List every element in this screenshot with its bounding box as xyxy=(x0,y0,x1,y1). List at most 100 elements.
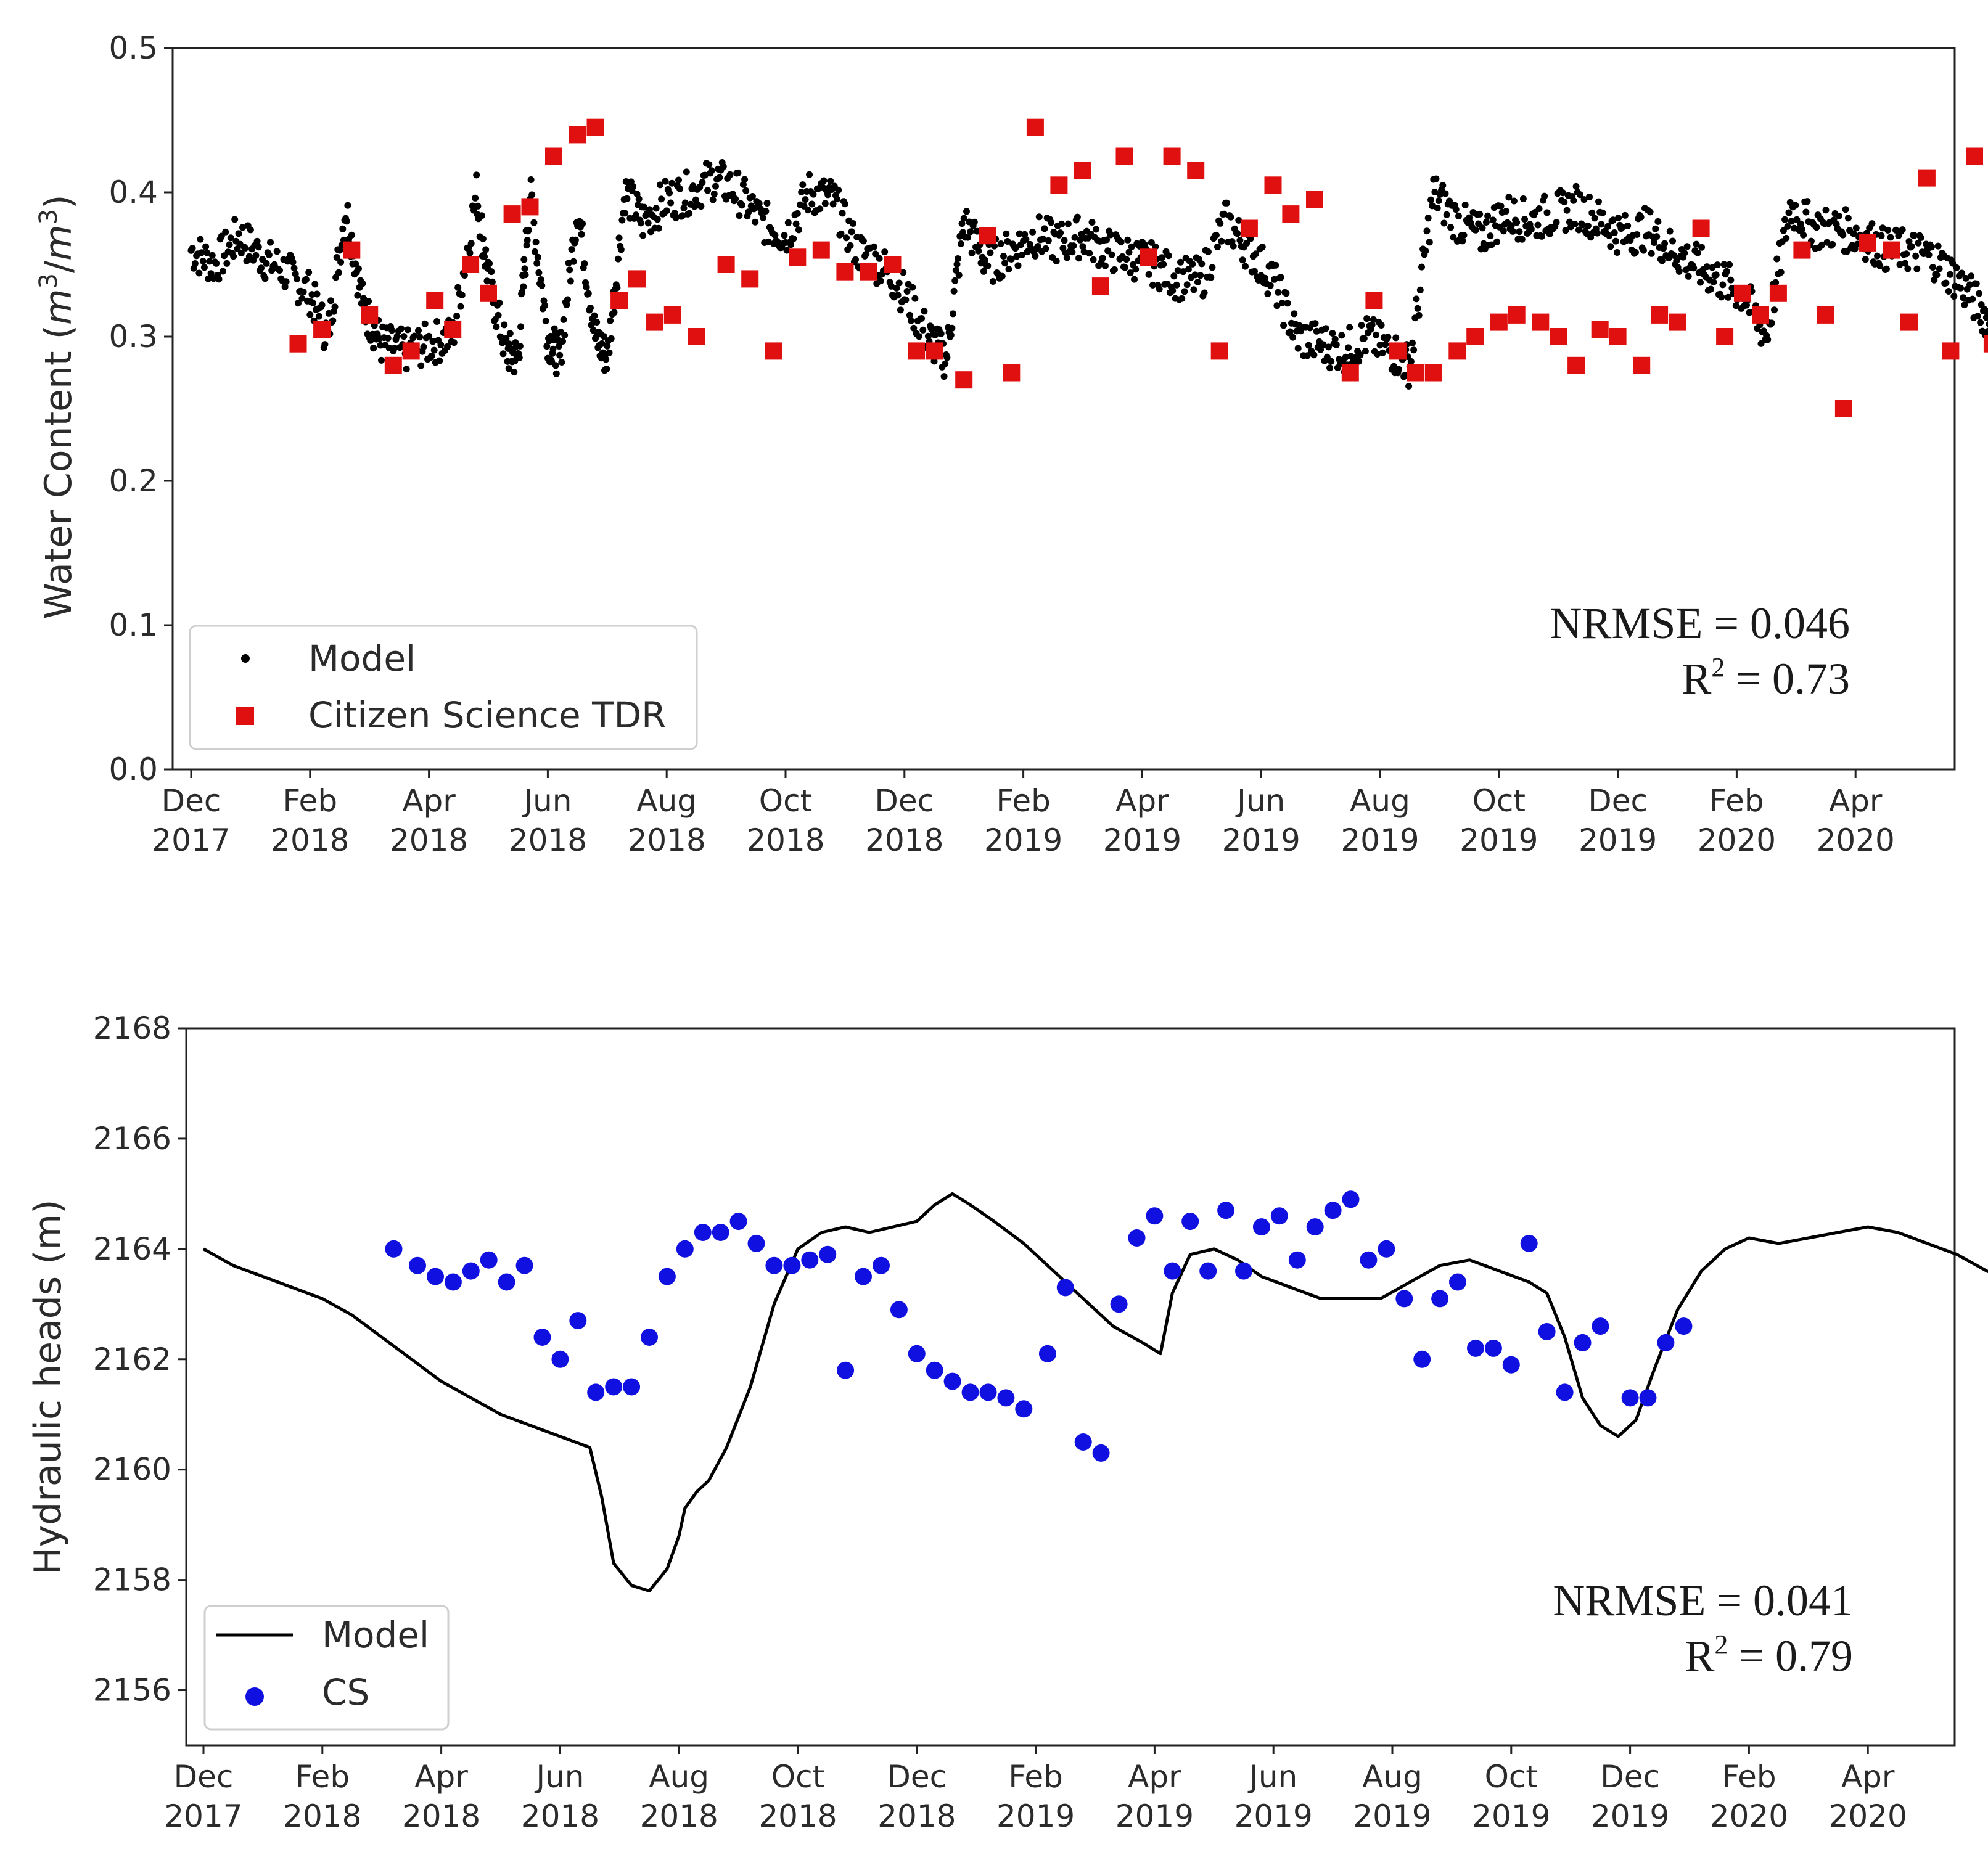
model-point xyxy=(1227,213,1234,221)
cs-point xyxy=(1556,1383,1574,1401)
cs-point xyxy=(694,1224,712,1241)
model-point xyxy=(837,230,845,237)
model-point xyxy=(1986,321,1988,327)
cs-point xyxy=(1592,1317,1609,1335)
cs-point xyxy=(1128,1229,1146,1247)
model-point xyxy=(911,295,919,302)
model-point xyxy=(1289,334,1297,341)
model-point xyxy=(473,171,480,179)
model-point xyxy=(534,253,541,261)
x-tick-month: Feb xyxy=(283,783,338,819)
cs-point xyxy=(1306,1218,1324,1236)
x-tick-year: 2018 xyxy=(402,1798,480,1834)
model-point xyxy=(411,332,418,340)
model-point xyxy=(537,276,544,283)
model-point xyxy=(1917,234,1924,241)
cs-point xyxy=(1015,1400,1033,1418)
cs-point xyxy=(1538,1323,1556,1340)
model-point xyxy=(1160,261,1167,268)
model-point xyxy=(1181,288,1188,295)
model-point xyxy=(538,282,546,289)
tdr-point xyxy=(1490,313,1508,331)
model-point xyxy=(558,359,565,366)
x-tick-year: 2018 xyxy=(509,822,587,858)
model-point xyxy=(686,210,693,217)
tdr-point xyxy=(1140,248,1157,266)
model-point xyxy=(1431,188,1439,195)
model-point xyxy=(1878,232,1885,239)
cs-point xyxy=(498,1273,515,1291)
model-point xyxy=(1429,202,1436,210)
cs-point xyxy=(908,1345,926,1362)
model-point xyxy=(963,208,970,215)
model-point xyxy=(1234,230,1241,237)
model-point xyxy=(1480,240,1487,247)
x-tick-year: 2019 xyxy=(1472,1798,1550,1834)
model-point xyxy=(1413,295,1420,303)
model-point xyxy=(1958,269,1966,277)
tdr-point xyxy=(1341,364,1359,382)
model-point xyxy=(860,237,867,245)
tdr-point xyxy=(1115,147,1133,165)
model-point xyxy=(908,317,914,324)
top-y-ticks: 0.0 0.1 0.2 0.3 0.4 0.5 xyxy=(109,30,173,787)
model-point xyxy=(1418,263,1425,271)
tdr-point xyxy=(1466,328,1484,345)
cs-point xyxy=(641,1329,658,1346)
model-point xyxy=(1946,271,1953,278)
model-point xyxy=(521,265,528,272)
model-point xyxy=(1117,239,1125,246)
tdr-point xyxy=(926,342,943,360)
tdr-point xyxy=(1365,292,1383,309)
tdr-point xyxy=(1716,328,1734,345)
model-point xyxy=(841,200,848,208)
cs-point xyxy=(1235,1262,1252,1280)
x-tick-month: Apr xyxy=(1128,1759,1181,1795)
model-point xyxy=(398,325,405,332)
tdr-point xyxy=(1532,313,1550,331)
cs-point xyxy=(729,1213,747,1231)
model-point xyxy=(675,176,682,184)
cs-point xyxy=(676,1240,694,1258)
model-point xyxy=(1931,276,1938,284)
model-point xyxy=(215,276,223,283)
model-point xyxy=(887,282,895,290)
model-point xyxy=(1173,281,1180,289)
cs-point xyxy=(1360,1251,1378,1269)
model-point xyxy=(1251,268,1258,275)
tdr-point xyxy=(313,321,331,338)
x-tick-year: 2019 xyxy=(1115,1798,1194,1834)
tdr-point xyxy=(1734,284,1751,302)
x-tick-month: Dec xyxy=(874,783,934,819)
model-point xyxy=(1984,308,1988,315)
model-point xyxy=(752,218,759,226)
model-point xyxy=(1124,236,1132,244)
model-point xyxy=(252,252,260,259)
model-point xyxy=(1651,239,1657,246)
model-point xyxy=(940,373,948,380)
model-point xyxy=(623,195,631,202)
x-tick-year: 2020 xyxy=(1817,822,1895,858)
x-tick-month: Apr xyxy=(1841,1759,1895,1795)
x-tick-month: Jun xyxy=(534,1759,584,1795)
tdr-point xyxy=(1633,356,1651,374)
model-point xyxy=(1764,336,1772,343)
x-tick-year: 2019 xyxy=(1234,1798,1313,1834)
tdr-point xyxy=(836,263,854,281)
model-point xyxy=(848,228,855,236)
model-point xyxy=(1902,260,1908,267)
model-point xyxy=(1822,207,1830,214)
x-tick-month: Oct xyxy=(771,1759,824,1795)
model-point xyxy=(360,295,368,302)
model-point xyxy=(1929,264,1936,271)
model-point xyxy=(579,220,586,227)
tdr-point xyxy=(812,241,830,259)
model-point xyxy=(1190,286,1197,293)
model-point xyxy=(1079,243,1086,250)
model-point xyxy=(1720,261,1728,268)
model-point xyxy=(1061,237,1068,244)
y-tick-label: 2158 xyxy=(93,1562,171,1598)
model-point xyxy=(1170,272,1178,280)
model-point xyxy=(1058,220,1066,227)
model-point xyxy=(263,260,270,267)
